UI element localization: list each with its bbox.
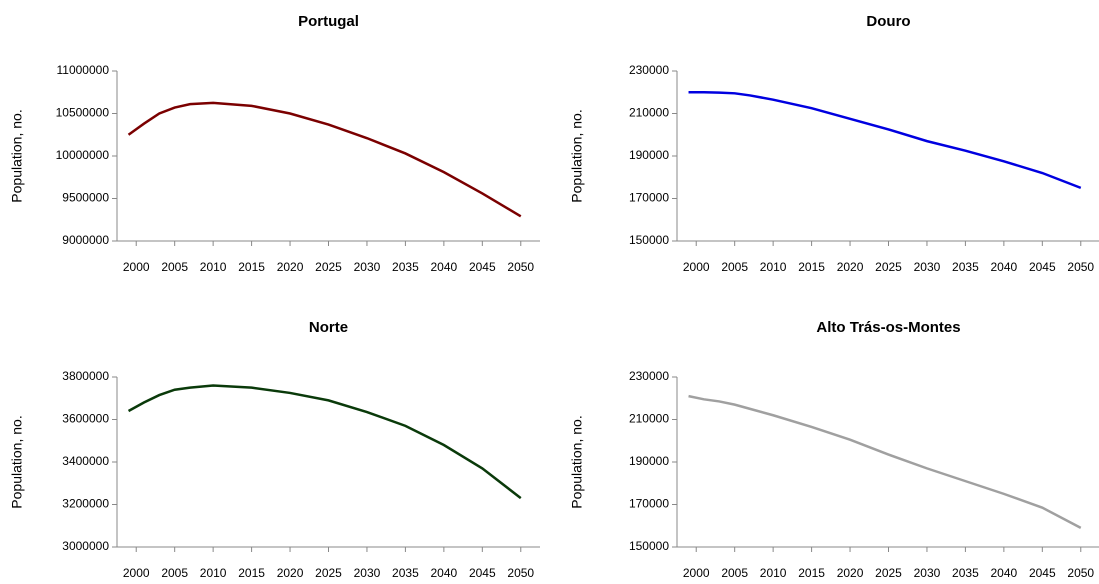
x-tick-label: 2010 xyxy=(760,260,787,274)
data-line xyxy=(127,101,522,218)
x-tick-label: 2050 xyxy=(1067,566,1094,580)
x-tick-label: 2015 xyxy=(798,260,825,274)
x-tick-label: 2010 xyxy=(760,566,787,580)
y-axis-label: Population, no. xyxy=(569,109,585,202)
y-axis-label: Population, no. xyxy=(569,415,585,508)
y-tick-label: 11000000 xyxy=(57,63,110,77)
x-tick-label: 2000 xyxy=(123,260,150,274)
x-tick-label: 2035 xyxy=(952,260,979,274)
y-tick-label: 3400000 xyxy=(62,454,109,468)
x-tick-label: 2050 xyxy=(507,260,534,274)
x-tick-label: 2045 xyxy=(1029,260,1056,274)
x-tick-label: 2015 xyxy=(798,566,825,580)
y-tick-label: 150000 xyxy=(629,233,669,247)
x-tick-label: 2025 xyxy=(315,566,342,580)
x-tick-label: 2035 xyxy=(952,566,979,580)
x-tick-label: 2045 xyxy=(469,566,496,580)
chart-title: Douro xyxy=(866,13,910,30)
x-tick-label: 2005 xyxy=(721,260,748,274)
x-tick-label: 2040 xyxy=(991,566,1018,580)
x-tick-label: 2030 xyxy=(914,566,941,580)
y-tick-label: 10000000 xyxy=(56,148,110,162)
y-tick-label: 230000 xyxy=(629,369,669,383)
x-tick-label: 2005 xyxy=(161,260,188,274)
x-tick-label: 2005 xyxy=(721,566,748,580)
x-tick-label: 2010 xyxy=(200,566,227,580)
x-tick-label: 2000 xyxy=(123,566,150,580)
y-tick-label: 210000 xyxy=(629,412,669,426)
x-tick-label: 2035 xyxy=(392,566,419,580)
y-tick-label: 170000 xyxy=(629,191,669,205)
y-axis-label: Population, no. xyxy=(9,415,25,508)
x-tick-label: 2050 xyxy=(507,566,534,580)
x-tick-label: 2010 xyxy=(200,260,227,274)
x-tick-label: 2000 xyxy=(683,260,710,274)
x-tick-label: 2000 xyxy=(683,566,710,580)
x-tick-label: 2040 xyxy=(991,260,1018,274)
x-tick-label: 2045 xyxy=(469,260,496,274)
x-tick-label: 2020 xyxy=(277,260,304,274)
x-tick-label: 2025 xyxy=(875,566,902,580)
x-tick-label: 2035 xyxy=(392,260,419,274)
data-line xyxy=(127,384,522,500)
x-tick-label: 2020 xyxy=(837,260,864,274)
y-tick-label: 150000 xyxy=(629,539,669,553)
y-tick-label: 3800000 xyxy=(62,369,109,383)
y-tick-label: 10500000 xyxy=(56,106,110,120)
chart-title: Norte xyxy=(309,319,348,336)
x-tick-label: 2025 xyxy=(315,260,342,274)
x-tick-label: 2015 xyxy=(238,566,265,580)
data-line xyxy=(688,91,1082,190)
panel: Norte Population, no. 3000000 3200000 340000… xyxy=(9,319,540,580)
y-tick-label: 3600000 xyxy=(62,412,109,426)
x-tick-label: 2025 xyxy=(875,260,902,274)
y-tick-label: 9500000 xyxy=(62,191,109,205)
y-tick-label: 210000 xyxy=(629,106,669,120)
panel: Alto Trás-os-Montes Population, no. 150000… xyxy=(569,319,1099,580)
x-tick-label: 2020 xyxy=(837,566,864,580)
panel: Douro Population, no. 150000 170000 190000 21… xyxy=(569,13,1099,274)
x-tick-label: 2030 xyxy=(914,260,941,274)
y-tick-label: 230000 xyxy=(629,63,669,77)
x-tick-label: 2045 xyxy=(1029,566,1056,580)
data-line xyxy=(688,394,1082,529)
y-axis-label: Population, no. xyxy=(9,109,25,202)
x-tick-label: 2005 xyxy=(161,566,188,580)
y-tick-label: 190000 xyxy=(629,148,669,162)
y-tick-label: 3200000 xyxy=(62,497,109,511)
x-tick-label: 2030 xyxy=(354,260,381,274)
chart-title: Portugal xyxy=(298,13,359,30)
y-tick-label: 9000000 xyxy=(62,233,109,247)
x-tick-label: 2030 xyxy=(354,566,381,580)
x-tick-label: 2050 xyxy=(1067,260,1094,274)
y-tick-label: 190000 xyxy=(629,454,669,468)
panel: Portugal Population, no. 9000000 9500000 100… xyxy=(9,13,540,274)
y-tick-label: 170000 xyxy=(629,497,669,511)
y-tick-label: 3000000 xyxy=(62,539,109,553)
x-tick-label: 2015 xyxy=(238,260,265,274)
x-tick-label: 2040 xyxy=(431,566,458,580)
x-tick-label: 2040 xyxy=(431,260,458,274)
chart-title: Alto Trás-os-Montes xyxy=(816,319,960,336)
x-tick-label: 2020 xyxy=(277,566,304,580)
